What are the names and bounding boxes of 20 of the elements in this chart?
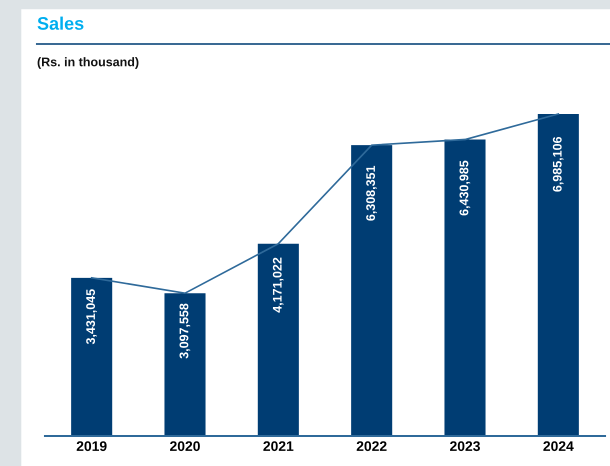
x-tick-label: 2019 (76, 441, 107, 452)
bar (258, 244, 299, 436)
bar (538, 114, 579, 436)
bar (164, 293, 206, 436)
data-label: 3,097,558 (180, 304, 190, 359)
data-label: 6,430,985 (460, 160, 470, 216)
data-label: 6,308,351 (366, 166, 377, 221)
bar (71, 278, 112, 436)
bar (351, 145, 392, 436)
data-label: 4,171,022 (272, 258, 284, 313)
data-label: 3,431,045 (86, 289, 97, 344)
x-tick-label: 2023 (450, 441, 480, 452)
chart-title: Sales (38, 16, 84, 30)
x-tick-label: 2020 (170, 441, 200, 452)
data-label: 6,985,106 (552, 136, 564, 192)
x-tick-label: 2021 (263, 441, 294, 452)
x-tick-label: 2022 (356, 441, 387, 452)
x-tick-label: 2024 (543, 441, 574, 452)
chart-subtitle: (Rs. in thousand) (38, 57, 138, 69)
bar (444, 140, 486, 436)
